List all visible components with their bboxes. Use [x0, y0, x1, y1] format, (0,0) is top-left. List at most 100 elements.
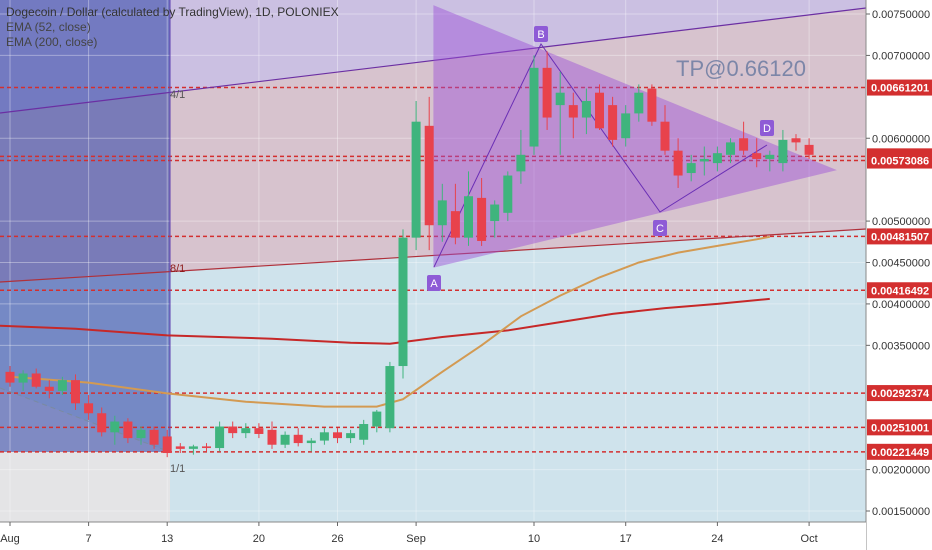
candle-body [450, 211, 460, 238]
candle[interactable] [568, 92, 578, 139]
candle[interactable] [71, 374, 80, 410]
candle-body [516, 154, 526, 172]
candle[interactable] [57, 376, 67, 396]
fan-label-1-1: 1/1 [170, 463, 185, 475]
x-tick-label: 26 [331, 533, 343, 545]
candle[interactable] [450, 183, 460, 245]
candle[interactable] [490, 200, 500, 238]
candle[interactable] [411, 100, 421, 251]
fan-line-4-1 [0, 7, 866, 114]
candle[interactable] [97, 407, 107, 437]
candle[interactable] [333, 428, 342, 444]
candle[interactable] [804, 138, 814, 159]
candle[interactable] [752, 138, 762, 168]
candle[interactable] [686, 154, 696, 182]
candle-body [188, 446, 198, 449]
candle[interactable] [202, 443, 211, 452]
level-price-tag: 0.00251001 [867, 419, 932, 436]
candle-body [555, 92, 565, 106]
candle-body [97, 413, 107, 433]
candle-body [477, 197, 487, 241]
candle[interactable] [621, 105, 631, 147]
candle[interactable] [175, 443, 185, 454]
candle[interactable] [18, 370, 28, 391]
candle[interactable] [162, 429, 172, 458]
candle[interactable] [398, 229, 408, 379]
x-axis-panel [0, 522, 866, 550]
candle[interactable] [293, 428, 303, 447]
candle[interactable] [359, 419, 369, 445]
y-tick-label: 0.00600000 [872, 133, 930, 145]
candle-body [346, 433, 356, 439]
candle[interactable] [581, 88, 591, 135]
candle[interactable] [31, 368, 41, 389]
candle-body [752, 153, 762, 159]
candle[interactable] [516, 129, 526, 184]
candle[interactable] [136, 426, 146, 445]
candle[interactable] [529, 55, 539, 155]
candle-body [241, 428, 251, 434]
candle[interactable] [712, 146, 722, 172]
candle-body [31, 373, 41, 387]
candle[interactable] [660, 105, 670, 155]
x-tick-label: 10 [528, 533, 540, 545]
candle[interactable] [188, 444, 198, 455]
candle-body [739, 138, 749, 151]
fan-line-1-1 [0, 387, 171, 453]
candle[interactable] [319, 428, 329, 445]
candle[interactable] [608, 96, 618, 147]
candle[interactable] [634, 84, 644, 122]
candle[interactable] [306, 438, 316, 452]
level-tag-bg [867, 152, 932, 169]
candle[interactable] [739, 121, 749, 155]
candle-body [581, 100, 591, 118]
candle[interactable] [477, 178, 487, 246]
level-tag-bg [867, 79, 932, 96]
candle[interactable] [267, 421, 277, 449]
candle[interactable] [437, 183, 447, 242]
candle[interactable] [84, 395, 94, 420]
candle[interactable] [254, 423, 264, 439]
candle[interactable] [215, 421, 225, 452]
candle[interactable] [464, 171, 473, 246]
candle[interactable] [149, 426, 159, 449]
candle[interactable] [555, 71, 565, 155]
candle[interactable] [726, 138, 735, 164]
x-tick-label: 17 [620, 533, 632, 545]
candle[interactable] [110, 415, 120, 445]
y-tick-label: 0.00500000 [872, 216, 930, 228]
candle[interactable] [280, 431, 290, 449]
y-tick-label: 0.00450000 [872, 258, 930, 270]
candle-body [621, 113, 631, 139]
candle[interactable] [542, 51, 552, 130]
candle[interactable] [44, 380, 54, 399]
candle-body [791, 138, 801, 143]
candle[interactable] [699, 146, 709, 176]
level-price-tag: 0.00292374 [867, 385, 932, 402]
candle[interactable] [385, 361, 395, 433]
candle[interactable] [791, 134, 801, 151]
level-tag-label: 0.00661201 [871, 83, 929, 95]
candle-body [529, 67, 539, 147]
candle[interactable] [228, 421, 238, 439]
candle-body [372, 411, 382, 427]
x-tick-label: 7 [86, 533, 92, 545]
candle[interactable] [673, 138, 683, 188]
candle[interactable] [424, 96, 434, 251]
y-tick-label: 0.00750000 [872, 9, 930, 21]
candle-body [647, 88, 657, 122]
level-price-tag: 0.00661201 [867, 79, 932, 96]
candle[interactable] [595, 84, 604, 130]
candle[interactable] [503, 171, 513, 222]
candle[interactable] [765, 150, 775, 172]
candle[interactable] [778, 129, 788, 172]
candle[interactable] [5, 366, 15, 387]
candle[interactable] [346, 429, 356, 444]
candle-body [464, 196, 473, 238]
candle[interactable] [241, 423, 251, 439]
candle[interactable] [123, 418, 133, 444]
x-tick-label: 20 [253, 533, 265, 545]
candle[interactable] [647, 84, 657, 126]
candle[interactable] [372, 409, 382, 433]
